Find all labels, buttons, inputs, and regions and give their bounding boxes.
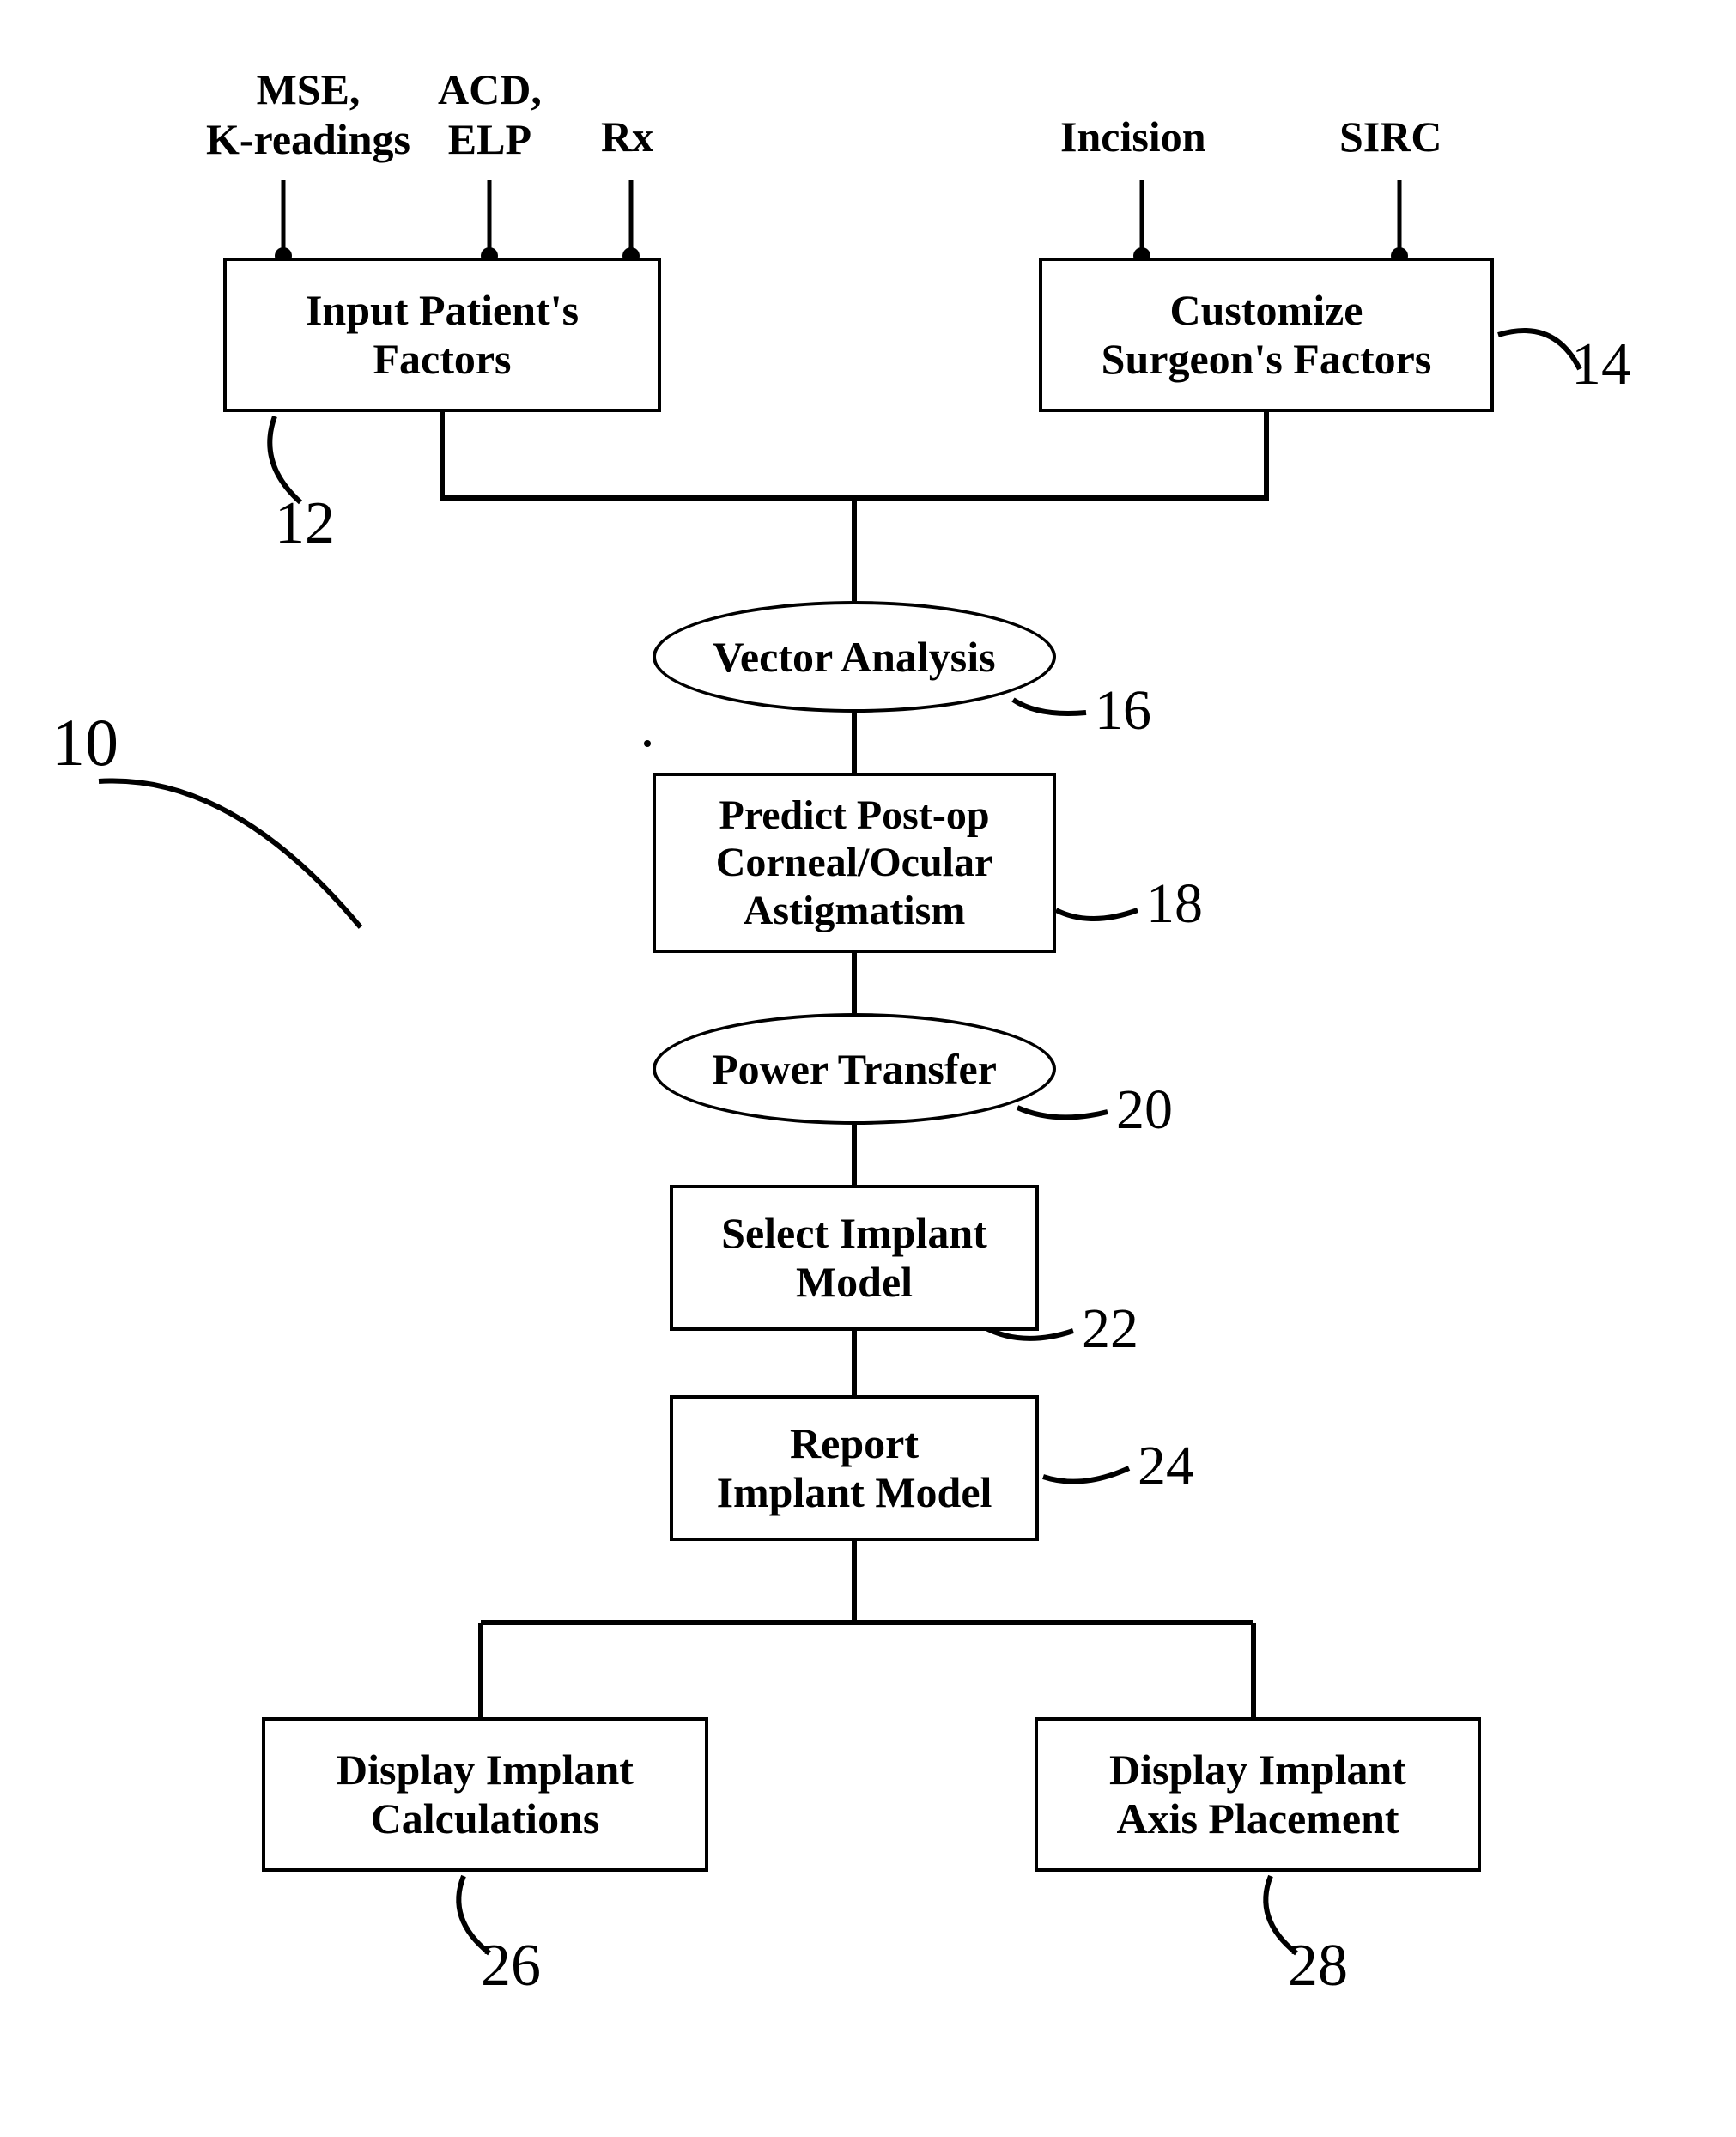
ellipse-vector-text: Vector Analysis xyxy=(713,632,995,682)
box-select-implant: Select Implant Model xyxy=(670,1185,1039,1331)
input-label-incision: Incision xyxy=(1060,112,1206,161)
ref-28: 28 xyxy=(1288,1932,1348,2000)
ref-18: 18 xyxy=(1146,871,1203,937)
ellipse-power-transfer: Power Transfer xyxy=(653,1013,1056,1125)
input-label-sirc: SIRC xyxy=(1339,112,1442,161)
box-patient-text: Input Patient's Factors xyxy=(306,286,579,385)
box-select-text: Select Implant Model xyxy=(721,1209,987,1308)
ref-26: 26 xyxy=(481,1932,541,2000)
ellipse-power-text: Power Transfer xyxy=(712,1044,997,1094)
box-display-calculations: Display Implant Calculations xyxy=(262,1717,708,1872)
ref-16: 16 xyxy=(1095,678,1151,744)
input-label-acd-elp: ACD, ELP xyxy=(438,64,542,164)
box-surgeon-factors: Customize Surgeon's Factors xyxy=(1039,258,1494,412)
ref-20: 20 xyxy=(1116,1078,1173,1143)
ref-22: 22 xyxy=(1082,1296,1138,1362)
box-dispaxis-text: Display Implant Axis Placement xyxy=(1109,1745,1406,1844)
box-predict-text: Predict Post-op Corneal/Ocular Astigmati… xyxy=(716,792,993,934)
box-dispcalc-text: Display Implant Calculations xyxy=(337,1745,634,1844)
box-display-axis: Display Implant Axis Placement xyxy=(1035,1717,1481,1872)
ref-12: 12 xyxy=(275,489,335,558)
ref-24: 24 xyxy=(1138,1434,1194,1499)
input-label-rx: Rx xyxy=(601,112,653,161)
box-report-implant: Report Implant Model xyxy=(670,1395,1039,1541)
input-label-mse-k: MSE, K-readings xyxy=(206,64,410,164)
ref-14: 14 xyxy=(1571,331,1631,399)
box-patient-factors: Input Patient's Factors xyxy=(223,258,661,412)
ref-10: 10 xyxy=(52,704,118,781)
ellipse-vector-analysis: Vector Analysis xyxy=(653,601,1056,713)
box-report-text: Report Implant Model xyxy=(717,1419,992,1518)
artifact-dot xyxy=(644,740,651,747)
box-predict-astigmatism: Predict Post-op Corneal/Ocular Astigmati… xyxy=(653,773,1056,953)
box-surgeon-text: Customize Surgeon's Factors xyxy=(1102,286,1432,385)
